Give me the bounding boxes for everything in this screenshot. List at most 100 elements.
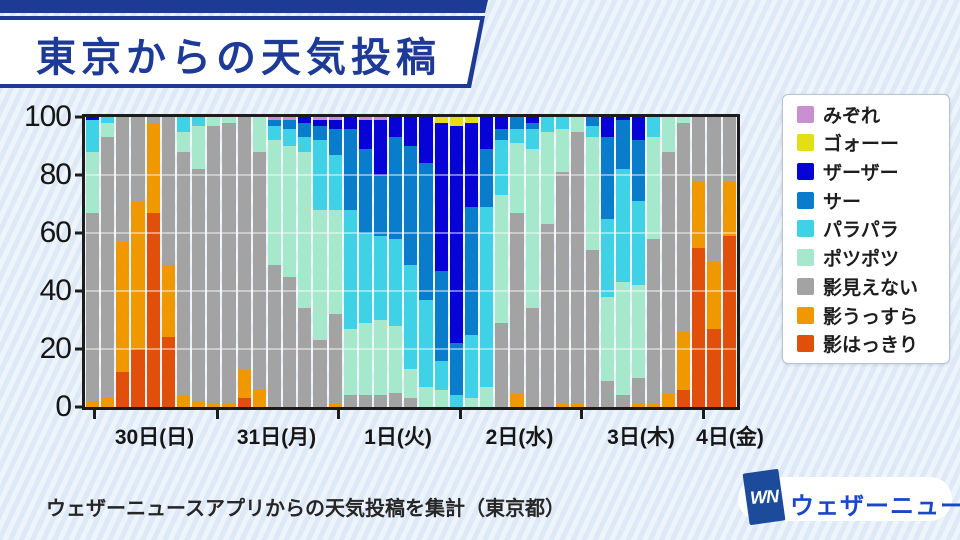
bar-segment-parapara xyxy=(389,238,403,326)
legend-color-swatch xyxy=(797,191,814,209)
bar-segment-saa xyxy=(267,119,282,126)
bar-segment-zaazaa xyxy=(313,119,327,126)
bar-segment-parapara xyxy=(434,360,448,390)
bar-segment-kage-ussura xyxy=(646,404,660,407)
bar-segment-zaazaa xyxy=(86,117,100,120)
bar-segment-zaazaa xyxy=(373,119,388,176)
bar-segment-kage-ussura xyxy=(176,395,191,407)
stacked-bar xyxy=(116,117,130,407)
bar-segment-saa xyxy=(525,122,539,129)
legend-label: 影はっきり xyxy=(823,335,919,357)
bar-segment-zaazaa xyxy=(616,117,630,120)
bar-segment-potsupotsu xyxy=(389,325,403,393)
bar-segment-kage-ussura xyxy=(571,404,585,407)
bar-segment-parapara xyxy=(313,140,327,210)
bar-segment-kage-mienai xyxy=(146,117,160,123)
bar-segment-potsupotsu xyxy=(419,386,433,407)
bar-segment-kage-mienai xyxy=(601,380,615,407)
bar-segment-kage-ussura xyxy=(161,264,175,338)
bar-segment-saa xyxy=(510,117,524,129)
bar-segment-kage-ussura xyxy=(237,369,251,399)
bar-segment-potsupotsu xyxy=(373,320,388,396)
bar-segment-kage-mienai xyxy=(373,395,388,407)
gridline xyxy=(85,290,737,292)
bar-segment-kage-ussura xyxy=(207,404,221,407)
bar-segment-kage-mienai xyxy=(571,131,585,405)
x-axis-tick xyxy=(337,410,340,419)
stacked-bar xyxy=(495,117,509,407)
bar-segment-parapara xyxy=(631,201,645,286)
bar-segment-zaazaa xyxy=(419,117,433,164)
bar-segment-parapara xyxy=(510,128,524,144)
bar-segment-parapara xyxy=(646,117,660,138)
stacked-bar xyxy=(404,117,418,407)
y-axis-tick xyxy=(75,405,83,409)
bar-segment-saa xyxy=(434,270,448,361)
bar-segment-kage-mienai xyxy=(510,212,524,393)
stacked-bar xyxy=(631,117,645,407)
bar-segment-potsupotsu xyxy=(252,117,266,152)
bar-segment-kage-mienai xyxy=(525,308,539,407)
bar-segment-potsupotsu xyxy=(404,369,418,399)
bar-segment-kage-ussura xyxy=(222,404,236,407)
bar-segment-mizore xyxy=(313,117,327,120)
stacked-bar xyxy=(601,117,615,407)
bar-segment-parapara xyxy=(86,119,100,152)
bar-segment-parapara xyxy=(480,206,494,387)
bar-segment-kage-mienai xyxy=(207,125,221,405)
gridline xyxy=(85,174,737,176)
bar-segment-kage-mienai xyxy=(192,169,206,402)
stacked-bar xyxy=(343,117,357,407)
bar-segment-potsupotsu xyxy=(677,117,691,123)
bar-segment-kage-mienai xyxy=(692,117,706,181)
stacked-bar xyxy=(252,117,266,407)
bar-segment-kage-mienai xyxy=(661,151,676,393)
y-axis-label: 80 xyxy=(39,158,72,191)
bar-segment-potsupotsu xyxy=(555,128,569,173)
bar-segment-kage-mienai xyxy=(631,378,645,405)
legend-label: パラパラ xyxy=(823,220,899,242)
wn-logo-icon: WN xyxy=(742,468,786,526)
legend: みぞれ ゴォーー ザーザー サー パラパラ ポツポツ 影見えない 影うっすら 影はっきり xyxy=(782,94,950,364)
bar-segment-goo xyxy=(434,117,448,123)
bar-segment-potsupotsu xyxy=(222,117,236,123)
bar-segment-kage-hakkiri xyxy=(707,328,721,407)
stacked-bar xyxy=(358,117,372,407)
bar-segment-saa xyxy=(480,148,494,207)
stacked-bar xyxy=(192,117,206,407)
bar-segment-potsupotsu xyxy=(86,151,100,213)
footer-caption: ウェザーニュースアプリからの天気投稿を集計（東京都） xyxy=(46,498,565,520)
bar-segment-parapara xyxy=(101,117,115,123)
bar-segment-kage-ussura xyxy=(661,392,676,407)
bar-segment-potsupotsu xyxy=(571,117,585,132)
bar-segment-parapara xyxy=(192,117,206,126)
bar-segment-zaazaa xyxy=(601,117,615,138)
bar-segment-zaazaa xyxy=(343,117,357,129)
bar-segment-saa xyxy=(616,119,630,170)
weathernews-logo: WN ウェザーニュース xyxy=(738,468,960,526)
bar-segment-saa xyxy=(313,125,327,141)
y-axis-label: 60 xyxy=(39,216,72,249)
bar-segment-saa xyxy=(328,128,342,155)
bar-segment-parapara xyxy=(373,235,388,321)
bar-segment-kage-mienai xyxy=(222,122,236,405)
legend-color-swatch xyxy=(797,105,814,123)
bar-segment-kage-ussura xyxy=(692,180,706,248)
x-axis-day-label: 1日(火) xyxy=(364,426,432,449)
legend-item-kage-mienai: 影見えない xyxy=(797,273,949,300)
bar-segment-kage-hakkiri xyxy=(692,247,706,407)
bars-container xyxy=(85,117,737,407)
legend-label: ポツポツ xyxy=(823,249,900,271)
bar-segment-saa xyxy=(464,206,479,335)
bar-segment-potsupotsu xyxy=(343,328,357,396)
stacked-bar xyxy=(707,117,721,407)
bar-segment-goo xyxy=(464,117,479,123)
x-axis-tick xyxy=(216,410,219,419)
legend-color-swatch xyxy=(797,277,814,295)
bar-segment-kage-ussura xyxy=(146,122,160,213)
bar-segment-kage-ussura xyxy=(631,404,645,407)
stacked-bar xyxy=(510,117,524,407)
stacked-bar xyxy=(313,117,327,407)
y-axis-tick xyxy=(75,231,83,235)
